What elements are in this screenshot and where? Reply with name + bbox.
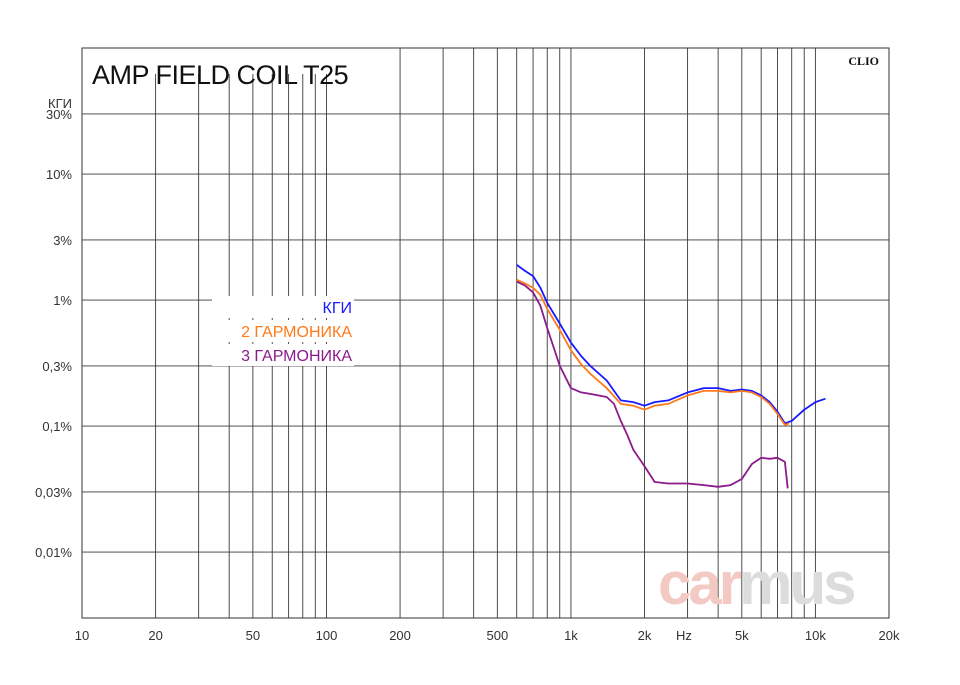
- plot-frame: [81, 47, 890, 619]
- y-tick-label: 0,1%: [42, 419, 72, 434]
- x-tick-label: 50: [246, 628, 260, 643]
- legend-entry-2: 2 ГАРМОНИКА: [241, 324, 352, 341]
- watermark-part-1: car: [658, 550, 742, 617]
- y-tick-label: 30%: [46, 107, 72, 122]
- legend-entry-3: 3 ГАРМОНИКА: [241, 348, 352, 365]
- y-tick-label: 0,3%: [42, 359, 72, 374]
- series-line-3: [516, 280, 789, 489]
- x-tick-label: 500: [486, 628, 508, 643]
- x-tick-label: 1k: [564, 628, 578, 643]
- x-unit-label: Hz: [676, 628, 692, 643]
- legend-bg: [212, 344, 354, 366]
- grid: [82, 48, 889, 618]
- x-tick-label: 10k: [805, 628, 826, 643]
- x-tick-label: 100: [316, 628, 338, 643]
- legend-entry-1: КГИ: [323, 300, 352, 317]
- chart-title: AMP FIELD COIL T25: [92, 60, 348, 90]
- y-tick-label: 3%: [53, 233, 72, 248]
- x-tick-label: 5k: [735, 628, 749, 643]
- x-tick-label: 10: [75, 628, 89, 643]
- clio-brand: CLIO: [848, 54, 879, 68]
- svg-text:carmus: carmus: [658, 550, 854, 617]
- y-axis-title: КГИ: [48, 96, 72, 111]
- x-tick-label: 200: [389, 628, 411, 643]
- watermark-part-2: mus: [739, 550, 854, 617]
- x-tick-label: 2k: [638, 628, 652, 643]
- x-tick-label: 20k: [879, 628, 900, 643]
- carmus-watermark: carmus: [658, 550, 857, 617]
- legend-bg: [212, 320, 354, 342]
- y-tick-label: 0,03%: [35, 485, 72, 500]
- legend: КГИ 2 ГАРМОНИКА 3 ГАРМОНИКА: [212, 296, 354, 366]
- y-tick-label: 10%: [46, 167, 72, 182]
- series-line-1: [516, 264, 826, 425]
- series-lines: [516, 264, 826, 489]
- y-tick-labels: 30% 10% 3% 1% 0,3% 0,1% 0,03% 0,01%: [35, 107, 72, 560]
- y-tick-label: 0,01%: [35, 545, 72, 560]
- series-line-2: [516, 278, 790, 426]
- legend-bg: [212, 296, 354, 318]
- x-tick-label: 20: [148, 628, 162, 643]
- y-tick-label: 1%: [53, 293, 72, 308]
- x-tick-labels: 10 20 50 100 200 500 1k 2k 5k 10k 20k: [75, 628, 900, 643]
